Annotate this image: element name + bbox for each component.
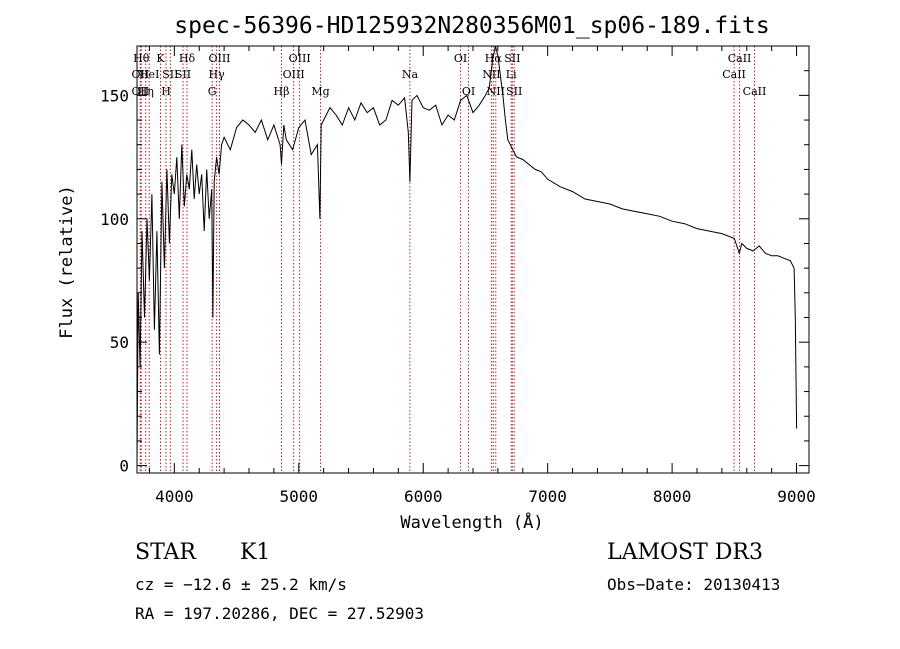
line-markers bbox=[139, 46, 755, 473]
line-marker-label-9: Hδ bbox=[179, 52, 196, 65]
line-marker-label-7: SII bbox=[162, 68, 178, 81]
y-tick-label-100: 100 bbox=[100, 210, 129, 229]
line-marker-label-18: OI bbox=[454, 52, 467, 65]
y-axis-label: Flux (relative) bbox=[57, 185, 77, 339]
line-marker-label-22: NII bbox=[487, 85, 505, 98]
x-tick-label-8000: 8000 bbox=[653, 487, 692, 506]
line-marker-label-25: SII bbox=[506, 85, 522, 98]
y-tick-label-50: 50 bbox=[110, 333, 129, 352]
y-tick-label-0: 0 bbox=[119, 457, 129, 476]
line-marker-label-14: OIII bbox=[283, 68, 305, 81]
subclass: K1 bbox=[240, 540, 271, 565]
line-marker-label-13: Hβ bbox=[274, 85, 290, 98]
line-marker-label-15: OIII bbox=[289, 52, 311, 65]
line-marker-label-8: SII bbox=[175, 68, 191, 81]
line-marker-label-11: Hγ bbox=[209, 68, 226, 81]
x-tick-label-9000: 9000 bbox=[777, 487, 816, 506]
x-tick-label-4000: 4000 bbox=[155, 487, 194, 506]
line-marker-label-17: Na bbox=[402, 68, 419, 81]
x-tick-label-6000: 6000 bbox=[404, 487, 443, 506]
line-marker-labels: OIIOIIHθHηHeIKHSIISIIHδGHγOIIIHβOIIIOIII… bbox=[132, 52, 767, 98]
y-tick-label-150: 150 bbox=[100, 86, 129, 105]
spectrum-series-line bbox=[136, 45, 798, 466]
line-marker-label-12: OIII bbox=[208, 52, 230, 65]
line-marker-label-27: CaII bbox=[728, 52, 752, 65]
line-marker-label-5: K bbox=[156, 52, 165, 65]
line-marker-label-1: OII bbox=[132, 85, 150, 98]
x-tick-label-7000: 7000 bbox=[528, 487, 567, 506]
line-marker-label-0: OII bbox=[132, 68, 150, 81]
line-marker-label-4: HeI bbox=[139, 68, 159, 81]
plot-frame bbox=[136, 45, 810, 474]
line-marker-label-2: Hθ bbox=[133, 52, 150, 65]
survey-name: LAMOST DR3 bbox=[607, 540, 763, 565]
line-marker-label-28: CaII bbox=[743, 85, 767, 98]
line-marker-label-16: Mg bbox=[311, 85, 329, 98]
line-marker-label-19: OI bbox=[462, 85, 475, 98]
line-marker-label-3: Hη bbox=[138, 85, 154, 98]
line-marker-label-23: Li bbox=[506, 68, 517, 81]
line-marker-label-24: SII bbox=[504, 52, 520, 65]
x-axis-ticks: 4000 5000 6000 7000 8000 9000 bbox=[148, 46, 816, 506]
redshift-cz: cz = −12.6 ± 25.2 km/s bbox=[135, 575, 347, 594]
line-marker-label-26: CaII bbox=[722, 68, 746, 81]
line-marker-label-6: H bbox=[161, 85, 171, 98]
line-marker-label-20: NII bbox=[482, 68, 500, 81]
y-axis-ticks: 0 50 100 150 bbox=[100, 70, 809, 476]
x-tick-label-5000: 5000 bbox=[280, 487, 319, 506]
x-axis-label: Wavelength (Å) bbox=[400, 511, 543, 533]
chart-title: spec-56396-HD125932N280356M01_sp06-189.f… bbox=[174, 13, 769, 39]
object-class: STAR bbox=[135, 540, 196, 565]
coordinates: RA = 197.20286, DEC = 27.52903 bbox=[135, 604, 424, 623]
obs-date: Obs−Date: 20130413 bbox=[607, 575, 781, 594]
line-marker-label-10: G bbox=[208, 85, 217, 98]
